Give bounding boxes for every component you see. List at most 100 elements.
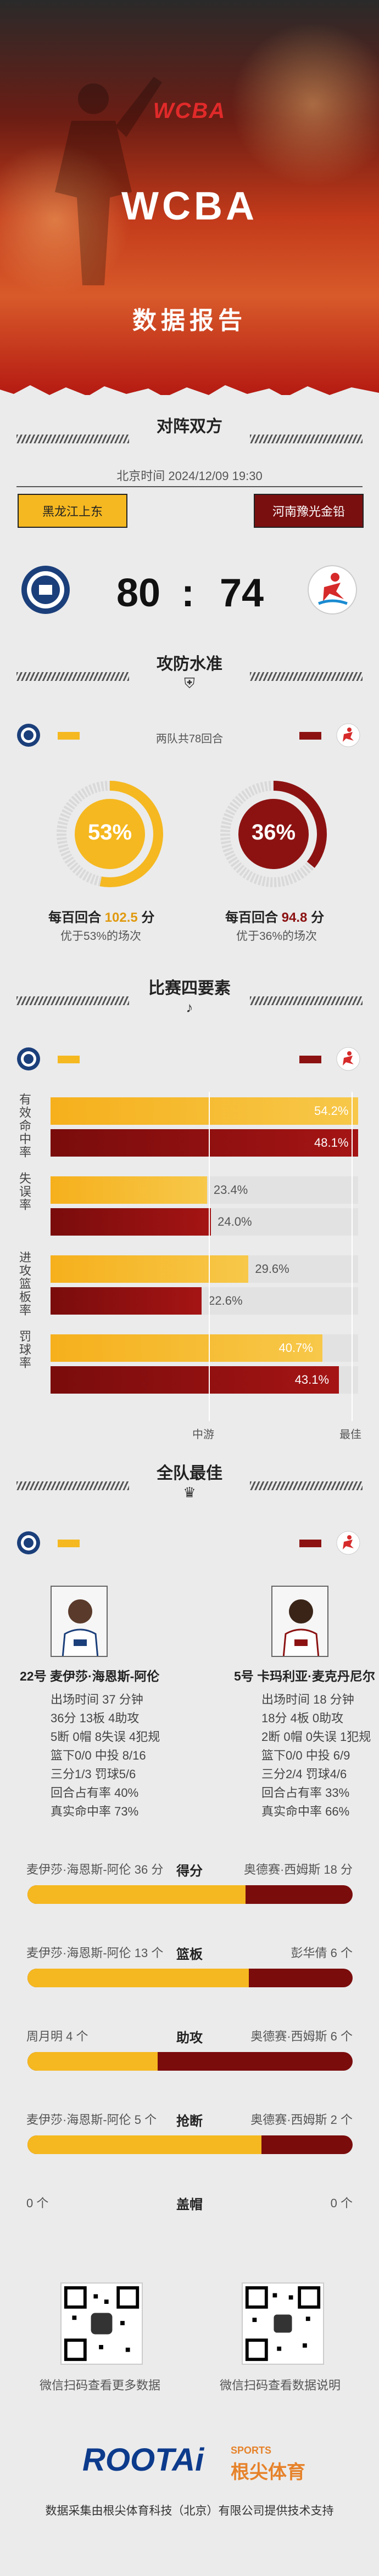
section-title-text: 攻防水准 (157, 655, 222, 673)
score-separator: : (181, 571, 194, 615)
rootai-sports-label: SPORTS (231, 2445, 272, 2456)
title-stripe (250, 435, 363, 443)
section-best-players-title: 全队最佳 ♛ (0, 1459, 379, 1503)
away-factor-bar: 24.0% (51, 1208, 358, 1236)
title-stripe (16, 1481, 129, 1490)
away-player-stat-line: 出场时间 18 分钟 (261, 1693, 354, 1706)
leader-away: 奥德赛·西姆斯 18 分 (243, 1863, 353, 1876)
away-player-stat-line: 2断 0帽 0失误 1犯规 (261, 1730, 371, 1744)
title-stripe (250, 996, 363, 1005)
light-glow (0, 143, 132, 296)
leader-bar (27, 1885, 353, 1904)
home-factor-fill (51, 1097, 358, 1125)
section-title-text: 对阵双方 (157, 418, 222, 436)
tech-support-note: 数据采集由根尖体育科技（北京）有限公司提供技术支持 (45, 2505, 334, 2517)
away-factor-value: 48.1% (314, 1136, 349, 1149)
away-efficiency-pct: 36% (251, 820, 296, 844)
home-factor-fill (51, 1176, 207, 1204)
leader-bar (27, 2052, 353, 2071)
qr-code-icon (64, 2286, 140, 2361)
page-title: WCBA (121, 184, 258, 228)
away-factor-bar: 22.6% (51, 1287, 358, 1315)
leader-away: 奥德赛·西姆斯 6 个 (250, 2030, 353, 2043)
away-factor-value: 43.1% (294, 1373, 330, 1386)
guide-line (352, 1092, 353, 1421)
home-team-mini-badge-icon (17, 724, 40, 747)
leader-bar (27, 2135, 353, 2154)
home-per100-value: 102.5 (104, 910, 138, 925)
home-efficiency-pct: 53% (87, 820, 132, 844)
home-factor-bar: 23.4% (51, 1176, 358, 1204)
section-four-factors-title: 比赛四要素 ♪ (0, 974, 379, 1018)
per100-prefix: 每百回合 (225, 910, 278, 925)
home-team-badge-icon (21, 566, 70, 614)
qr-code-more-data[interactable] (60, 2282, 143, 2365)
away-factor-fill (51, 1287, 202, 1315)
per100-suffix: 分 (141, 910, 155, 925)
away-color-swatch (299, 732, 321, 740)
leader-home: 麦伊莎·海恩斯-阿伦 13 个 (26, 1946, 164, 1960)
away-factor-bar: 48.1% (51, 1129, 358, 1157)
section-offense-defense-title: 攻防水准 ⛨ (0, 650, 379, 694)
player-silhouette-icon (55, 77, 162, 285)
away-player-stat-line: 回合占有率 33% (261, 1786, 350, 1800)
home-per100: 每百回合 102.5 分 (48, 906, 154, 926)
away-color-swatch (299, 1540, 321, 1547)
home-factor-value: 40.7% (278, 1341, 313, 1355)
away-per100-value: 94.8 (281, 910, 308, 925)
away-factor-fill (51, 1129, 358, 1157)
light-glow (231, 22, 379, 187)
leader-away: 彭华倩 6 个 (291, 1946, 353, 1960)
shield-icon: ⛨ (184, 675, 195, 691)
away-team-mini-badge-icon (336, 723, 360, 747)
qr-code-data-explain[interactable] (242, 2282, 324, 2365)
home-player-name: 22号 麦伊莎·海恩斯-阿伦 (20, 1669, 160, 1683)
away-team-name: 河南豫光金铅 (254, 494, 364, 528)
page-subtitle: 数据报告 (132, 307, 247, 334)
title-stripe (250, 672, 363, 681)
away-factor-value: 24.0% (218, 1215, 252, 1228)
leader-category: 助攻 (176, 2031, 203, 2045)
home-factor-value: 29.6% (255, 1262, 289, 1276)
factor-label: 进攻篮板率 (18, 1251, 31, 1317)
whistle-icon: ♪ (186, 999, 193, 1016)
title-stripe (250, 1481, 363, 1490)
home-factor-bar: 54.2% (51, 1097, 358, 1125)
best-label: 最佳 (339, 1429, 361, 1441)
away-efficiency-donut (220, 781, 327, 887)
away-team-badge-icon (308, 565, 357, 615)
title-stripe (16, 435, 129, 443)
guide-line (209, 1092, 210, 1421)
home-player-stat-line: 回合占有率 40% (51, 1786, 139, 1800)
leader-bar (27, 1969, 353, 1987)
away-factor-bar: 43.1% (51, 1366, 358, 1394)
section-matchup-title: 对阵双方 (0, 413, 379, 456)
home-color-swatch (58, 1540, 80, 1547)
home-team-mini-badge-icon (17, 1047, 40, 1070)
home-player-stat-line: 5断 0帽 8失误 4犯规 (51, 1730, 160, 1744)
home-player-photo (51, 1586, 108, 1657)
home-factor-value: 23.4% (213, 1183, 248, 1197)
player-avatar-icon (62, 1599, 99, 1656)
away-color-swatch (299, 1056, 321, 1063)
trophy-icon: ♛ (183, 1484, 196, 1501)
qr-code-icon (245, 2286, 321, 2361)
rounds-note: 两队共78回合 (155, 733, 224, 745)
leader-bar-home-fill (27, 2135, 262, 2154)
leader-category: 抢断 (176, 2114, 203, 2129)
leader-bar-home-fill (27, 1885, 246, 1904)
title-stripe (16, 996, 129, 1005)
leader-category: 盖帽 (176, 2197, 203, 2212)
leader-home: 周月明 4 个 (26, 2030, 88, 2043)
away-factor-fill (51, 1208, 211, 1236)
leader-away: 0 个 (330, 2196, 353, 2210)
home-color-swatch (58, 732, 80, 740)
away-factor-value: 22.6% (208, 1294, 243, 1307)
factor-label: 有效命中率 (18, 1093, 31, 1159)
rootai-cn-name: 根尖体育 (231, 2462, 305, 2483)
factor-label: 失误率 (18, 1172, 31, 1211)
per100-suffix: 分 (311, 910, 325, 925)
away-player-stat-line: 真实命中率 66% (261, 1805, 350, 1818)
match-time: 北京时间 2024/12/09 19:30 (116, 469, 263, 483)
home-score: 80 (116, 571, 161, 615)
